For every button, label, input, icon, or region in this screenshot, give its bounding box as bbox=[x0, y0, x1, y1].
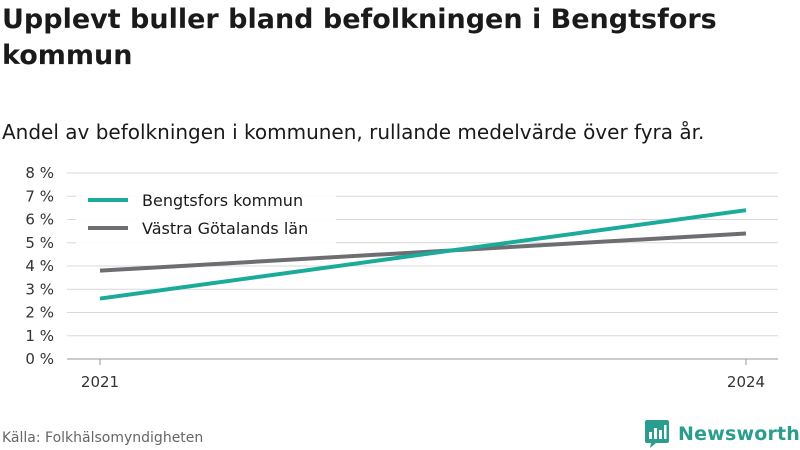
legend-label: Västra Götalands län bbox=[142, 219, 308, 238]
logo-text: Newsworthy bbox=[678, 423, 800, 445]
series-lines bbox=[99, 208, 747, 301]
x-tick-label: 2024 bbox=[727, 373, 765, 391]
x-tick-label: 2021 bbox=[81, 373, 119, 391]
y-axis-ticks: 0 % 1 % 2 % 3 % 4 % 5 % 6 % 7 % 8 % bbox=[25, 164, 54, 368]
chart-title: Upplevt buller bland befolkningen i Beng… bbox=[2, 4, 717, 71]
y-tick-label: 5 % bbox=[25, 234, 54, 252]
x-axis-ticks: 2021 2024 bbox=[81, 359, 765, 391]
series-line bbox=[99, 208, 747, 301]
legend-label: Bengtsfors kommun bbox=[142, 191, 303, 210]
source-note: Källa: Folkhälsomyndigheten bbox=[2, 430, 204, 446]
legend: Bengtsfors kommun Västra Götalands län bbox=[76, 184, 336, 244]
chart-subtitle: Andel av befolkningen i kommunen, rullan… bbox=[2, 120, 705, 144]
grid-lines bbox=[67, 172, 778, 360]
newsworthy-logo: Newsworthy bbox=[644, 419, 800, 449]
y-tick-label: 1 % bbox=[25, 327, 54, 345]
y-tick-label: 6 % bbox=[25, 211, 54, 229]
legend-background bbox=[76, 184, 336, 244]
newsworthy-chart-icon bbox=[645, 420, 669, 448]
y-tick-label: 0 % bbox=[25, 350, 54, 368]
y-tick-label: 8 % bbox=[25, 164, 54, 182]
y-tick-label: 3 % bbox=[25, 280, 54, 298]
y-tick-label: 4 % bbox=[25, 257, 54, 275]
y-tick-label: 2 % bbox=[25, 304, 54, 322]
y-tick-label: 7 % bbox=[25, 187, 54, 205]
series-line bbox=[99, 231, 747, 273]
